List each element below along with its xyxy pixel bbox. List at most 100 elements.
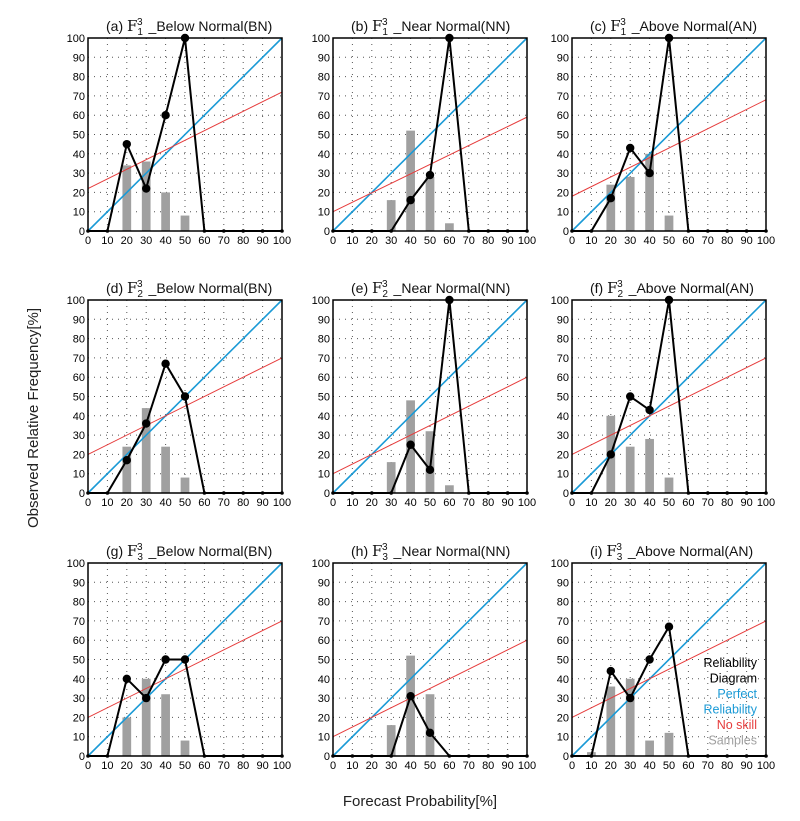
y-tick-label: 0 (563, 751, 569, 763)
legend-item: Perfect (717, 687, 757, 701)
sample-bar (445, 223, 454, 231)
x-tick-label: 60 (198, 760, 210, 772)
x-tick-label: 10 (101, 497, 113, 509)
panel-title: (e) F23 _Near Normal(NN) (351, 279, 510, 300)
x-tick-label: 30 (624, 235, 636, 247)
sample-bar (425, 694, 435, 756)
sample-bar (386, 725, 396, 756)
panel-frame (332, 299, 528, 494)
y-tick-label: 10 (557, 732, 569, 744)
reliability-point (626, 143, 635, 153)
x-tick-label: 10 (585, 760, 597, 772)
y-tick-label: 80 (318, 334, 330, 346)
x-tick-label: 30 (624, 760, 636, 772)
legend-item: Reliability (704, 703, 758, 717)
x-tick-label: 70 (702, 497, 714, 509)
y-tick-label: 90 (73, 314, 85, 326)
x-tick-label: 20 (121, 497, 133, 509)
y-tick-label: 100 (67, 558, 85, 570)
sample-bar (180, 215, 190, 231)
y-tick-label: 90 (557, 314, 569, 326)
y-tick-label: 70 (318, 91, 330, 103)
forecast-subscript: 2 (382, 289, 388, 300)
legend-item: Reliability (704, 656, 758, 670)
y-tick-label: 80 (318, 72, 330, 84)
forecast-symbol: F (607, 279, 617, 297)
reliability-point (180, 655, 190, 664)
panel-a: 00 10 10 20 20 30 30 40 40 50 50 60 60 70 70 80 80 90 90 10… (67, 17, 292, 247)
legend-item: No skill (717, 718, 757, 732)
panel-f: 00 10 10 20 20 30 30 40 40 50 50 60 60 70 70 80 80 90 90 10… (551, 279, 776, 509)
sample-bar (625, 446, 635, 493)
x-tick-label: 90 (501, 497, 513, 509)
panel-category: _Near Normal(NN) (393, 280, 511, 296)
x-tick-label: 20 (121, 760, 133, 772)
y-tick-label: 50 (73, 392, 85, 404)
perfect-reliability-line (571, 299, 767, 494)
panel-frame (571, 37, 767, 232)
reliability-point (406, 440, 415, 449)
x-tick-label: 40 (643, 497, 655, 509)
panel-title: (f) F23 _Above Normal(AN) (590, 279, 754, 300)
reliability-point (406, 195, 415, 205)
y-tick-label: 20 (557, 449, 569, 461)
y-tick-label: 80 (73, 72, 85, 84)
sample-bar (141, 408, 151, 493)
panel-title: (d) F23 _Below Normal(BN) (106, 279, 272, 300)
x-tick-label: 100 (273, 760, 291, 772)
panel-category: _Above Normal(AN) (631, 18, 757, 34)
y-tick-label: 70 (318, 616, 330, 628)
x-tick-label: 90 (740, 497, 752, 509)
x-tick-label: 40 (643, 760, 655, 772)
forecast-superscript: 3 (137, 542, 143, 553)
y-tick-label: 30 (318, 430, 330, 442)
panel-category: _Below Normal(BN) (148, 18, 273, 34)
y-tick-label: 60 (557, 635, 569, 647)
y-tick-label: 80 (73, 597, 85, 609)
forecast-symbol: F (372, 17, 382, 35)
x-tick-label: 80 (721, 235, 733, 247)
panel-frame (332, 562, 528, 757)
y-tick-label: 30 (73, 168, 85, 180)
legend-item: Diagram (710, 672, 757, 686)
sample-bar (664, 215, 674, 231)
y-tick-label: 20 (557, 712, 569, 724)
panel-title: (h) F33 _Near Normal(NN) (351, 542, 510, 563)
panel-frame (332, 37, 528, 232)
no-skill-line (87, 357, 283, 455)
y-tick-label: 100 (312, 33, 330, 45)
panel-d: 00 10 10 20 20 30 30 40 40 50 50 60 60 70 70 80 80 90 90 10… (67, 279, 292, 509)
x-tick-label: 0 (85, 497, 91, 509)
x-tick-label: 50 (424, 235, 436, 247)
reliability-point (122, 455, 131, 465)
x-tick-label: 70 (702, 760, 714, 772)
y-tick-label: 30 (318, 693, 330, 705)
y-tick-label: 50 (557, 130, 569, 142)
y-tick-label: 20 (557, 187, 569, 199)
panel-letter: (f) (590, 280, 607, 296)
panel-letter: (e) (351, 280, 372, 296)
forecast-superscript: 3 (137, 279, 143, 290)
y-tick-label: 10 (557, 207, 569, 219)
y-tick-label: 0 (324, 488, 330, 500)
forecast-superscript: 3 (382, 279, 388, 290)
y-tick-label: 0 (79, 226, 85, 238)
panel-title: (i) F33 _Above Normal(AN) (590, 542, 753, 563)
x-tick-label: 100 (757, 497, 775, 509)
y-tick-label: 100 (67, 33, 85, 45)
x-tick-label: 10 (101, 760, 113, 772)
y-tick-label: 90 (318, 52, 330, 64)
reliability-point (142, 184, 151, 193)
x-tick-label: 90 (501, 235, 513, 247)
sample-bar (625, 176, 635, 231)
forecast-subscript: 2 (618, 289, 624, 300)
x-tick-label: 40 (159, 760, 171, 772)
x-tick-label: 50 (179, 235, 191, 247)
panel-grid: 0010102020303040405050606070708080909010… (67, 17, 776, 772)
forecast-superscript: 3 (137, 17, 143, 28)
no-skill-line (571, 357, 767, 455)
x-tick-label: 30 (385, 235, 397, 247)
x-tick-label: 80 (721, 760, 733, 772)
y-tick-label: 40 (557, 149, 569, 161)
sample-bar (122, 717, 132, 756)
